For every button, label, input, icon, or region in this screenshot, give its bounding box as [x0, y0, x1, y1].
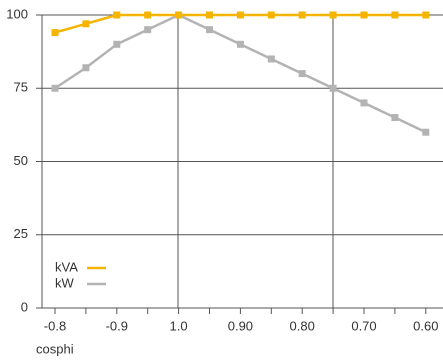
data-point — [236, 11, 244, 19]
x-axis-label: cosphi — [36, 341, 74, 356]
data-point — [422, 128, 430, 136]
data-point — [82, 64, 90, 72]
data-point — [206, 26, 213, 34]
series-line — [54, 13, 427, 134]
data-point — [236, 40, 244, 48]
data-point — [144, 26, 152, 34]
x-tick-label: 0.70 — [351, 318, 376, 333]
x-tick-label: 1.0 — [170, 318, 188, 333]
data-point — [360, 11, 368, 19]
x-tick-label: 0.90 — [228, 318, 253, 333]
data-point — [51, 29, 59, 37]
data-point — [298, 11, 306, 19]
y-tick-label: 75 — [14, 80, 28, 95]
data-point — [391, 11, 399, 19]
y-tick-label: 50 — [14, 153, 28, 168]
data-point — [113, 11, 121, 19]
data-point — [391, 114, 399, 122]
data-point — [422, 11, 430, 19]
data-point — [360, 99, 368, 107]
legend-label: kW — [55, 275, 75, 290]
x-tick-label: -0.9 — [106, 318, 128, 333]
data-point — [267, 55, 275, 63]
data-point — [175, 11, 183, 19]
data-point — [329, 84, 337, 92]
legend-label: kVA — [55, 259, 78, 274]
x-tick-label: 0.80 — [290, 318, 315, 333]
data-point — [206, 11, 213, 19]
data-point — [329, 11, 337, 19]
data-point — [82, 20, 90, 28]
data-point — [267, 11, 275, 19]
data-point — [298, 70, 306, 78]
data-point — [51, 84, 59, 92]
y-tick-label: 100 — [6, 6, 28, 21]
x-tick-label: -0.8 — [44, 318, 66, 333]
data-point — [113, 40, 121, 48]
data-point — [144, 11, 152, 19]
y-tick-label: 25 — [14, 226, 28, 241]
x-tick-label: 0.60 — [413, 318, 438, 333]
y-tick-label: 0 — [21, 299, 28, 314]
